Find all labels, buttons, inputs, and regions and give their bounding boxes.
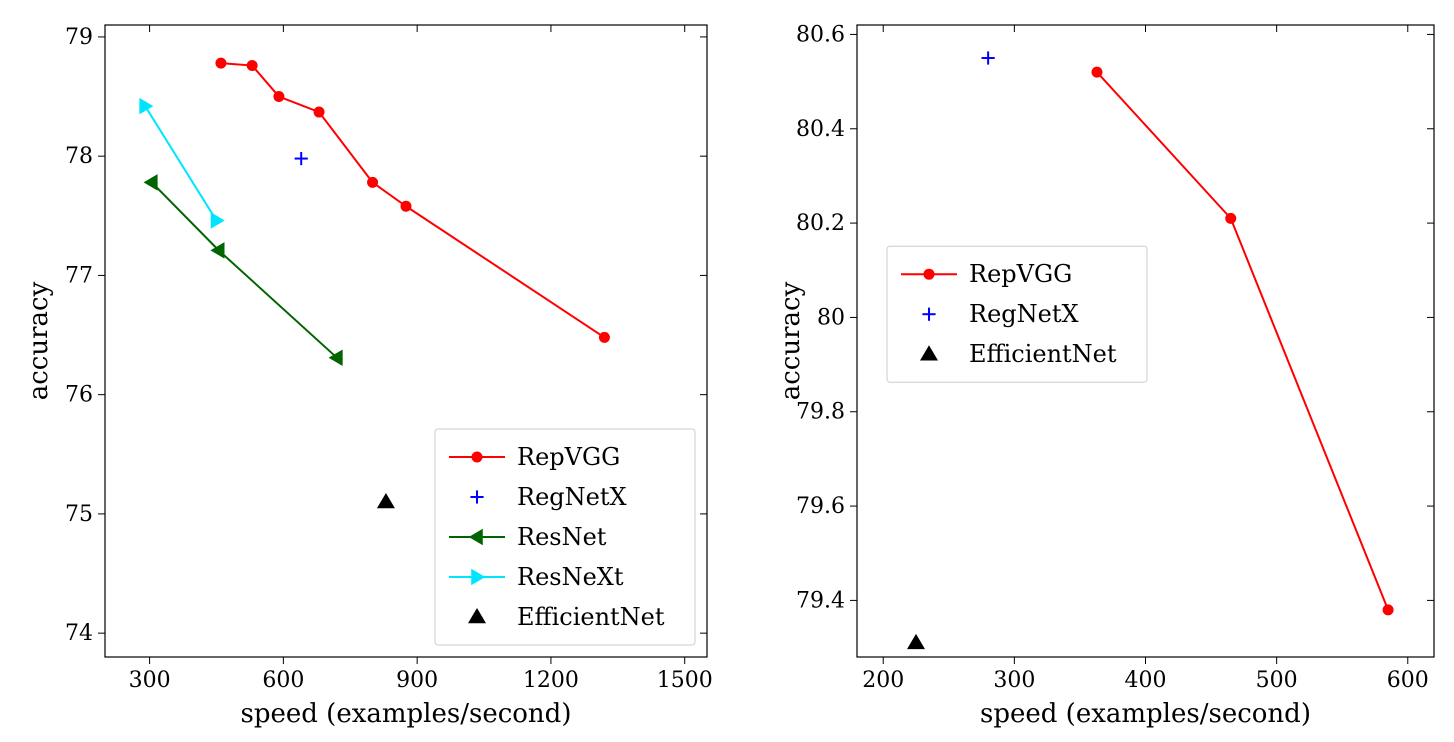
series-marker-repvgg	[215, 58, 226, 69]
series-marker-efficientnet	[907, 634, 925, 649]
x-axis-label: speed (examples/second)	[980, 699, 1311, 729]
series-line-resnet	[152, 182, 337, 357]
left-panel: 300 600 900 1200 1500 74 75 76 77 78 79 speed (exam…	[0, 0, 727, 742]
series-line-resnext	[145, 106, 216, 220]
y-tick-label: 80.4	[796, 117, 845, 142]
legend-label: RepVGG	[517, 443, 620, 471]
y-tick-label: 78	[65, 144, 93, 169]
right-panel: 200 300 400 500 600 79.4 79.6 79.8 80 80.2 80.4 80.…	[727, 0, 1454, 742]
series-marker-resnet	[144, 174, 158, 191]
y-axis-label: accuracy	[776, 281, 806, 400]
y-axis-label: accuracy	[24, 281, 54, 400]
y-tick-label: 77	[65, 263, 93, 288]
series-marker-repvgg	[401, 201, 412, 212]
y-tick-label: 75	[65, 502, 93, 527]
x-tick-label: 600	[1387, 668, 1429, 693]
x-tick-label: 400	[1125, 668, 1167, 693]
series-marker-repvgg	[247, 60, 258, 71]
series-marker-repvgg	[1383, 604, 1394, 615]
figure: 300 600 900 1200 1500 74 75 76 77 78 79 speed (exam…	[0, 0, 1454, 742]
x-axis-label: speed (examples/second)	[241, 699, 572, 729]
y-tick-label: 79.8	[796, 400, 845, 425]
x-tick-label: 200	[862, 668, 904, 693]
x-tick-label: 300	[993, 668, 1035, 693]
series-line-repvgg	[221, 63, 604, 337]
series-marker-repvgg	[367, 177, 378, 188]
y-tick-label: 80.6	[796, 22, 845, 47]
legend-label: EfficientNet	[969, 340, 1117, 368]
y-tick-label: 80	[817, 305, 845, 330]
legend-label: EfficientNet	[517, 603, 665, 631]
legend-label: ResNet	[517, 523, 607, 551]
series-marker-resnext	[211, 212, 225, 229]
series-marker-regnetx	[295, 152, 308, 165]
legend-marker-repvgg	[924, 269, 935, 280]
y-tick-label: 79	[65, 25, 93, 50]
y-tick-label: 79.6	[796, 494, 845, 519]
legend-label: RegNetX	[517, 483, 627, 511]
y-tick-label: 76	[65, 383, 93, 408]
series-marker-efficientnet	[377, 493, 395, 508]
right-chart-svg: 200 300 400 500 600 79.4 79.6 79.8 80 80.2 80.4 80.…	[727, 0, 1454, 742]
legend-label: RepVGG	[969, 260, 1072, 288]
series-marker-resnext	[139, 98, 153, 115]
series-marker-repvgg	[314, 107, 325, 118]
x-tick-label: 500	[1256, 668, 1298, 693]
y-tick-label: 79.4	[796, 588, 845, 613]
series-marker-repvgg	[273, 91, 284, 102]
x-tick-label: 1500	[657, 668, 713, 693]
left-chart-svg: 300 600 900 1200 1500 74 75 76 77 78 79 speed (exam…	[0, 0, 727, 742]
x-tick-label: 600	[262, 668, 304, 693]
legend-marker-repvgg	[472, 452, 483, 463]
x-tick-label: 900	[396, 668, 438, 693]
x-tick-label: 300	[129, 668, 171, 693]
legend-label: ResNeXt	[517, 563, 624, 591]
y-tick-label: 74	[65, 621, 93, 646]
series-marker-repvgg	[599, 332, 610, 343]
legend-label: RegNetX	[969, 300, 1079, 328]
series-marker-repvgg	[1091, 67, 1102, 78]
x-tick-label: 1200	[523, 668, 579, 693]
series-marker-regnetx	[982, 51, 995, 64]
y-tick-label: 80.2	[796, 211, 845, 236]
series-marker-repvgg	[1225, 213, 1236, 224]
